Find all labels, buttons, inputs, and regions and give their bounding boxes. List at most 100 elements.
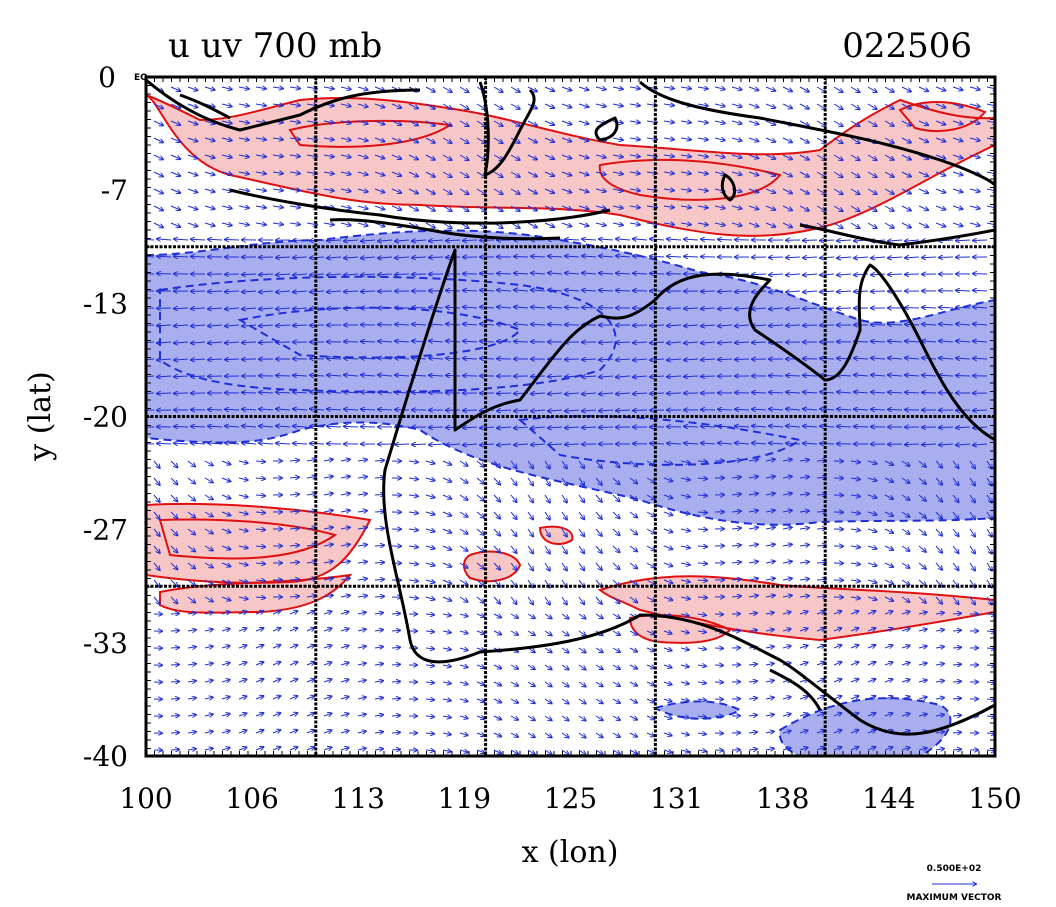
wind-vector [289,189,300,191]
wind-vector [497,410,512,411]
wind-vector [289,155,300,157]
wind-vector [973,427,988,428]
wind-vector [986,545,992,554]
wind-vector [803,274,818,275]
wind-vector [565,359,580,360]
wind-vector [748,493,758,495]
wind-vector [442,222,452,228]
wind-vector [340,459,350,461]
wind-vector [595,681,603,686]
wind-vector [187,664,196,665]
wind-vector [204,460,213,466]
wind-vector [935,137,945,142]
wind-vector [561,86,571,91]
wind-vector [323,679,332,682]
wind-vector [255,628,263,631]
wind-vector [565,444,580,445]
wind-vector [170,137,180,142]
wind-vector [480,341,495,342]
wind-vector [595,528,602,536]
wind-vector [850,120,860,126]
wind-vector [833,188,843,194]
wind-vector [323,223,334,225]
wind-vector [782,154,792,159]
wind-vector [646,511,655,516]
wind-vector [680,121,691,123]
wind-vector [803,392,818,393]
wind-vector [357,562,367,563]
wind-vector [799,120,809,126]
wind-vector [765,748,774,750]
wind-vector [442,648,451,650]
wind-vector [697,155,708,157]
wind-vector [391,647,400,648]
wind-vector [680,682,689,684]
wind-vector [816,562,826,563]
wind-vector [667,393,682,394]
wind-vector [544,477,550,486]
wind-vector [544,205,554,210]
wind-vector [425,546,435,549]
wind-vector [854,358,869,359]
wind-vector [493,86,503,92]
wind-vector [765,120,775,125]
wind-vector [187,749,196,750]
wind-vector [680,563,690,565]
wind-vector [820,274,835,275]
wind-vector [952,698,961,699]
vector-legend-value: 0.500E+02 [927,864,982,874]
wind-vector [816,188,826,194]
wind-vector [578,732,586,738]
wind-vector [850,222,860,228]
wind-vector [170,750,179,751]
wind-vector [425,478,435,481]
wind-vector [391,188,401,193]
wind-vector [276,257,291,258]
wind-vector [476,205,486,211]
wind-vector [327,375,342,376]
wind-vector [629,104,640,106]
wind-vector [986,172,995,174]
wind-vector [374,171,384,175]
wind-vector [544,647,552,652]
wind-vector [514,341,529,342]
wind-vector [514,324,529,325]
wind-vector [276,376,291,377]
wind-vector [378,325,393,326]
wind-vector [612,223,623,225]
wind-vector [238,495,248,497]
wind-vector [531,427,546,428]
wind-vector [629,121,640,123]
wind-vector [408,580,418,581]
wind-vector [612,528,620,535]
wind-vector [803,257,818,258]
wind-vector [816,662,825,665]
wind-vector [701,426,716,427]
wind-vector [187,630,196,631]
wind-vector [259,443,274,444]
wind-vector [327,392,342,393]
wind-vector [561,511,567,520]
wind-vector [582,427,597,428]
wind-vector [680,478,690,480]
wind-vector [374,103,384,107]
wind-vector [459,733,468,735]
wind-vector [238,662,247,665]
wind-vector [527,732,535,737]
wind-vector [255,104,266,106]
wind-vector [616,410,631,411]
wind-vector [442,205,452,211]
wind-vector [629,749,637,754]
wind-vector [527,188,537,194]
wind-vector [340,223,351,225]
wind-vector [833,120,843,126]
wind-vector [939,427,954,428]
wind-vector [170,103,180,108]
wind-vector [442,137,452,143]
wind-vector [340,680,349,682]
wind-vector [531,273,546,274]
wind-vector [510,664,518,669]
wind-vector [663,206,674,208]
wind-vector [561,698,569,704]
wind-vector [255,461,265,462]
